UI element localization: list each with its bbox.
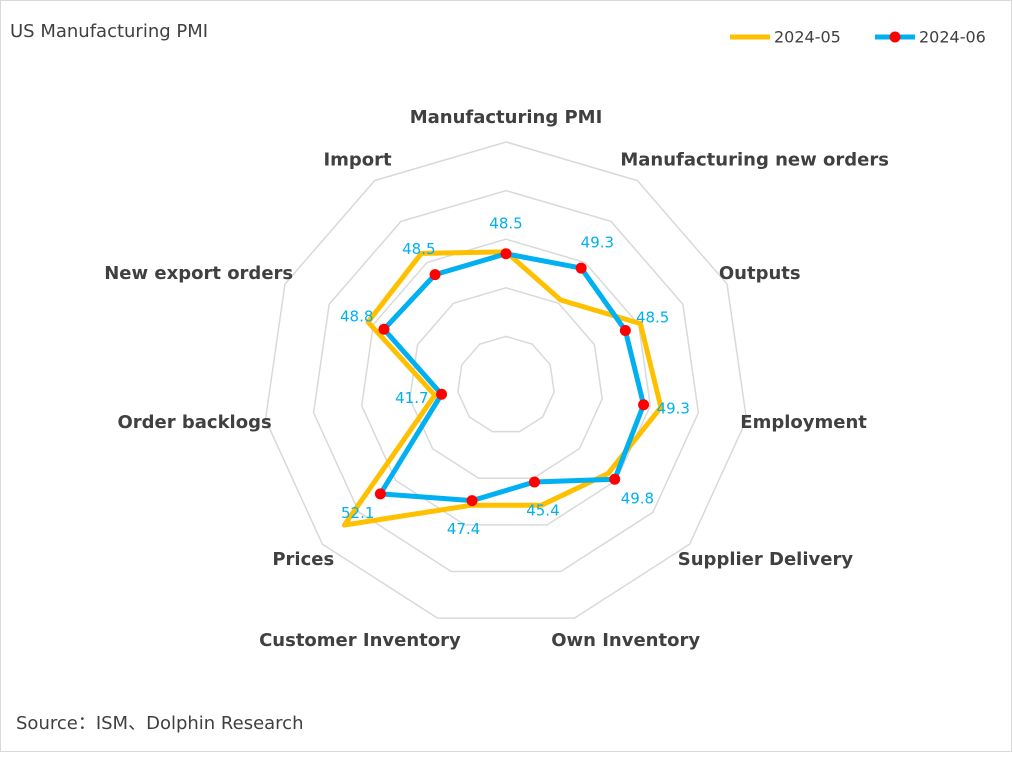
axis-label: Manufacturing new orders bbox=[620, 149, 889, 170]
data-label: 48.5 bbox=[402, 240, 435, 258]
grid-ring bbox=[312, 189, 700, 573]
data-label: 49.3 bbox=[657, 400, 690, 418]
axis-label: Own Inventory bbox=[551, 630, 700, 651]
data-point bbox=[575, 262, 587, 274]
axis-label: Employment bbox=[740, 412, 867, 433]
source-note: Source：ISM、Dolphin Research bbox=[16, 713, 304, 734]
data-point bbox=[429, 269, 441, 281]
grid-ring bbox=[360, 238, 652, 526]
data-label: 49.8 bbox=[621, 489, 654, 507]
grid-ring bbox=[409, 287, 603, 480]
axis-label: Import bbox=[323, 149, 392, 170]
data-point bbox=[436, 388, 448, 400]
data-label: 48.8 bbox=[340, 307, 373, 325]
series-line bbox=[341, 249, 664, 528]
series-line bbox=[377, 251, 647, 504]
data-label: 52.1 bbox=[341, 504, 374, 522]
legend-marker bbox=[889, 31, 901, 43]
axis-label: Prices bbox=[272, 549, 334, 570]
data-point bbox=[609, 473, 621, 485]
data-point bbox=[528, 476, 540, 488]
data-label: 41.7 bbox=[395, 389, 428, 407]
data-point bbox=[638, 399, 650, 411]
chart-title: US Manufacturing PMI bbox=[10, 21, 208, 42]
grid-ring bbox=[264, 141, 748, 619]
axis-label: Customer Inventory bbox=[259, 630, 461, 651]
data-label: 48.5 bbox=[489, 214, 522, 232]
data-point bbox=[500, 248, 512, 260]
axis-label: Outputs bbox=[719, 263, 801, 284]
axis-label: Supplier Delivery bbox=[678, 549, 854, 570]
data-label: 45.4 bbox=[526, 501, 559, 519]
axis-label: New export orders bbox=[104, 263, 293, 284]
grid-ring bbox=[457, 335, 555, 433]
data-point bbox=[374, 488, 386, 500]
data-point bbox=[619, 324, 631, 336]
data-label: 49.3 bbox=[581, 233, 614, 251]
axis-label: Manufacturing PMI bbox=[410, 107, 603, 128]
legend-label: 2024-05 bbox=[774, 28, 841, 47]
data-label: 48.5 bbox=[636, 309, 669, 327]
legend-label: 2024-06 bbox=[919, 28, 986, 47]
axis-label: Order backlogs bbox=[117, 412, 271, 433]
data-point bbox=[378, 323, 390, 335]
data-label: 47.4 bbox=[447, 520, 480, 538]
data-point bbox=[466, 495, 478, 507]
